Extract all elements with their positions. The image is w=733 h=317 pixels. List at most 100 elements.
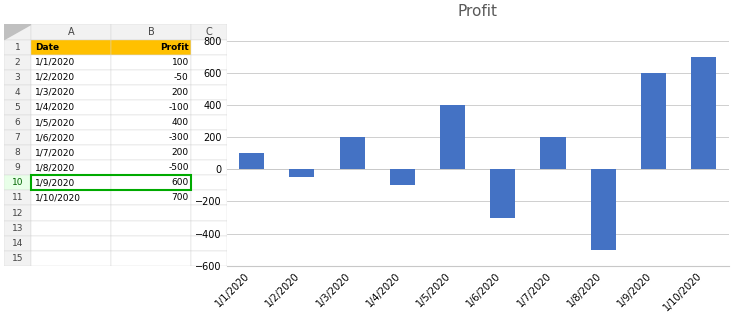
Text: 1/10/2020: 1/10/2020 xyxy=(35,193,81,203)
Text: 12: 12 xyxy=(12,209,23,217)
Text: A: A xyxy=(67,27,74,37)
Text: 8: 8 xyxy=(15,148,21,157)
FancyBboxPatch shape xyxy=(111,85,191,100)
Text: 1/3/2020: 1/3/2020 xyxy=(35,88,75,97)
FancyBboxPatch shape xyxy=(4,236,31,251)
FancyBboxPatch shape xyxy=(4,85,31,100)
Bar xyxy=(540,137,566,169)
Text: 10: 10 xyxy=(12,178,23,187)
Text: 1/4/2020: 1/4/2020 xyxy=(35,103,75,112)
FancyBboxPatch shape xyxy=(191,115,226,130)
FancyBboxPatch shape xyxy=(4,205,31,221)
Text: 9: 9 xyxy=(15,163,21,172)
FancyBboxPatch shape xyxy=(191,145,226,160)
Bar xyxy=(641,73,666,169)
FancyBboxPatch shape xyxy=(4,145,31,160)
FancyBboxPatch shape xyxy=(191,85,226,100)
FancyBboxPatch shape xyxy=(4,251,31,266)
Text: Date: Date xyxy=(35,42,59,52)
FancyBboxPatch shape xyxy=(191,160,226,175)
FancyBboxPatch shape xyxy=(111,251,191,266)
FancyBboxPatch shape xyxy=(4,100,31,115)
FancyBboxPatch shape xyxy=(4,221,31,236)
FancyBboxPatch shape xyxy=(111,130,191,145)
FancyBboxPatch shape xyxy=(191,191,226,205)
Text: 3: 3 xyxy=(15,73,21,82)
Text: 100: 100 xyxy=(172,58,189,67)
FancyBboxPatch shape xyxy=(111,175,191,191)
FancyBboxPatch shape xyxy=(191,24,226,40)
FancyBboxPatch shape xyxy=(4,175,31,191)
Text: 1/7/2020: 1/7/2020 xyxy=(35,148,75,157)
FancyBboxPatch shape xyxy=(31,100,111,115)
Text: 6: 6 xyxy=(15,118,21,127)
Bar xyxy=(339,137,365,169)
FancyBboxPatch shape xyxy=(191,236,226,251)
FancyBboxPatch shape xyxy=(31,251,111,266)
Text: 1/9/2020: 1/9/2020 xyxy=(35,178,75,187)
FancyBboxPatch shape xyxy=(31,145,111,160)
FancyBboxPatch shape xyxy=(31,236,111,251)
Text: 13: 13 xyxy=(12,223,23,233)
Text: 15: 15 xyxy=(12,254,23,263)
FancyBboxPatch shape xyxy=(31,130,111,145)
Bar xyxy=(490,169,515,217)
FancyBboxPatch shape xyxy=(191,55,226,70)
FancyBboxPatch shape xyxy=(31,55,111,70)
Text: B: B xyxy=(147,27,155,37)
Text: 200: 200 xyxy=(172,88,189,97)
Text: Profit: Profit xyxy=(160,42,189,52)
Text: 14: 14 xyxy=(12,239,23,248)
FancyBboxPatch shape xyxy=(4,70,31,85)
FancyBboxPatch shape xyxy=(31,85,111,100)
Text: -300: -300 xyxy=(169,133,189,142)
Text: 5: 5 xyxy=(15,103,21,112)
FancyBboxPatch shape xyxy=(111,40,191,55)
FancyBboxPatch shape xyxy=(111,205,191,221)
Text: 1/8/2020: 1/8/2020 xyxy=(35,163,75,172)
FancyBboxPatch shape xyxy=(4,160,31,175)
FancyBboxPatch shape xyxy=(4,24,31,40)
Text: 200: 200 xyxy=(172,148,189,157)
Text: 7: 7 xyxy=(15,133,21,142)
FancyBboxPatch shape xyxy=(4,40,31,55)
FancyBboxPatch shape xyxy=(31,221,111,236)
FancyBboxPatch shape xyxy=(191,175,226,191)
FancyBboxPatch shape xyxy=(111,221,191,236)
Text: 1/5/2020: 1/5/2020 xyxy=(35,118,75,127)
Text: -50: -50 xyxy=(174,73,189,82)
Text: 1/6/2020: 1/6/2020 xyxy=(35,133,75,142)
Text: 1/2/2020: 1/2/2020 xyxy=(35,73,75,82)
Polygon shape xyxy=(4,24,31,40)
Bar xyxy=(290,169,314,177)
FancyBboxPatch shape xyxy=(111,191,191,205)
Text: 2: 2 xyxy=(15,58,21,67)
FancyBboxPatch shape xyxy=(4,191,31,205)
FancyBboxPatch shape xyxy=(191,205,226,221)
Text: 700: 700 xyxy=(172,193,189,203)
FancyBboxPatch shape xyxy=(31,191,111,205)
Bar xyxy=(31,175,191,191)
FancyBboxPatch shape xyxy=(111,145,191,160)
FancyBboxPatch shape xyxy=(191,221,226,236)
Bar xyxy=(591,169,616,250)
FancyBboxPatch shape xyxy=(31,115,111,130)
FancyBboxPatch shape xyxy=(31,175,111,191)
FancyBboxPatch shape xyxy=(4,115,31,130)
Text: -500: -500 xyxy=(169,163,189,172)
FancyBboxPatch shape xyxy=(111,70,191,85)
FancyBboxPatch shape xyxy=(111,100,191,115)
FancyBboxPatch shape xyxy=(111,55,191,70)
FancyBboxPatch shape xyxy=(191,130,226,145)
Text: 4: 4 xyxy=(15,88,21,97)
Bar xyxy=(691,57,716,169)
FancyBboxPatch shape xyxy=(111,24,191,40)
Text: 1/1/2020: 1/1/2020 xyxy=(35,58,75,67)
FancyBboxPatch shape xyxy=(191,70,226,85)
Text: 600: 600 xyxy=(172,178,189,187)
FancyBboxPatch shape xyxy=(31,70,111,85)
FancyBboxPatch shape xyxy=(191,40,226,55)
FancyBboxPatch shape xyxy=(4,55,31,70)
FancyBboxPatch shape xyxy=(191,251,226,266)
FancyBboxPatch shape xyxy=(191,100,226,115)
